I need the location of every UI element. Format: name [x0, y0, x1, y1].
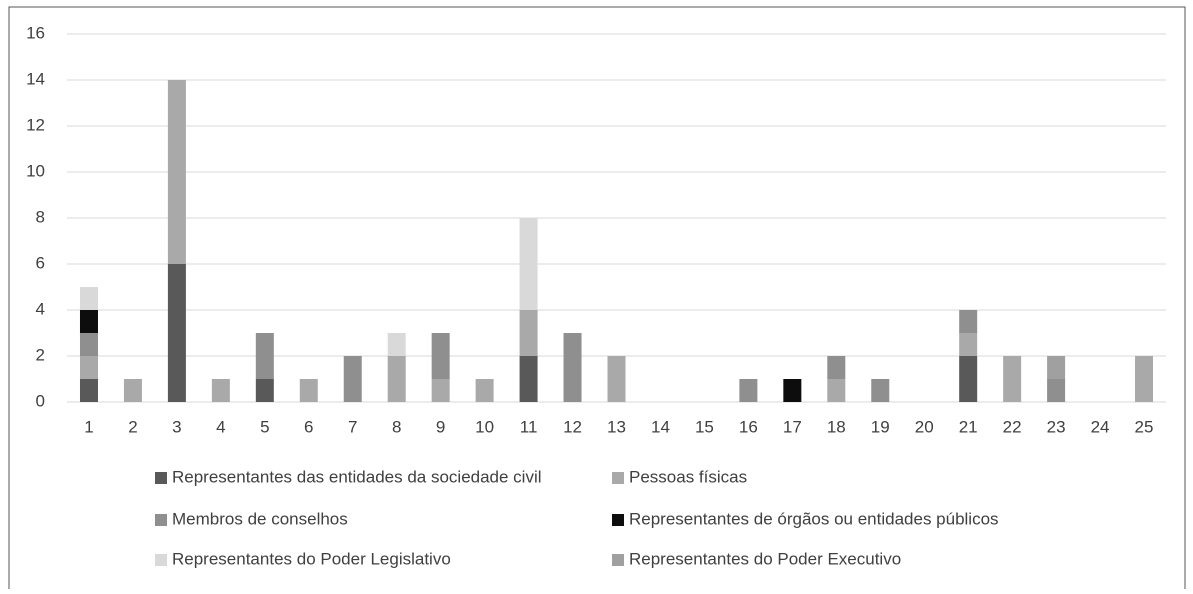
legend-label: Pessoas físicas [629, 467, 747, 486]
bar-segment [431, 379, 450, 402]
bar-segment [167, 80, 186, 264]
bar-segment [79, 356, 98, 379]
x-tick-label: 1 [84, 417, 93, 436]
x-tick-label: 11 [520, 417, 538, 436]
x-tick-label: 16 [739, 417, 758, 436]
bar-segment [431, 333, 450, 379]
y-tick-label: 14 [26, 69, 45, 88]
x-tick-label: 17 [783, 417, 802, 436]
x-tick-label: 20 [915, 417, 934, 436]
x-tick-label: 7 [348, 417, 357, 436]
bar-segment [519, 218, 538, 310]
y-tick-label: 2 [36, 345, 45, 364]
y-tick-label: 16 [26, 23, 45, 42]
bar-segment [871, 379, 890, 402]
y-tick-label: 10 [26, 161, 45, 180]
y-tick-label: 4 [36, 299, 45, 318]
x-tick-label: 4 [216, 417, 225, 436]
bar-segment [343, 356, 362, 402]
x-tick-label: 14 [651, 417, 670, 436]
x-tick-label: 9 [436, 417, 445, 436]
legend-swatch [612, 472, 624, 484]
legend-swatch [155, 554, 167, 566]
bar-segment [79, 379, 98, 402]
legend-swatch [612, 554, 624, 566]
bar-segment [827, 356, 846, 379]
y-tick-label: 0 [36, 391, 45, 410]
bar-segment [563, 333, 582, 402]
x-tick-label: 3 [172, 417, 181, 436]
bar-segment [1135, 356, 1154, 402]
legend-label: Representantes de órgãos ou entidades pú… [629, 509, 999, 528]
bar-segment [255, 379, 274, 402]
legend-label: Representantes do Poder Executivo [629, 549, 901, 568]
legend-swatch [612, 514, 624, 526]
bar-segment [827, 379, 846, 402]
bar-segment [167, 264, 186, 402]
bar-segment [79, 333, 98, 356]
bar-segment [739, 379, 758, 402]
y-tick-label: 6 [36, 253, 45, 272]
x-tick-label: 21 [959, 417, 978, 436]
x-tick-label: 23 [1047, 417, 1066, 436]
legend-label: Representantes do Poder Legislativo [172, 549, 451, 568]
chart-border [8, 6, 1186, 589]
bar-segment [387, 333, 406, 356]
bar-segment [519, 310, 538, 356]
x-tick-label: 12 [563, 417, 582, 436]
y-tick-label: 8 [36, 207, 45, 226]
bar-segment [255, 333, 274, 379]
bar-segment [959, 310, 978, 333]
bar-segment [783, 379, 802, 402]
bar-segment [79, 287, 98, 310]
bar-segment [475, 379, 494, 402]
x-tick-label: 15 [695, 417, 714, 436]
x-tick-label: 24 [1091, 417, 1110, 436]
x-tick-label: 10 [475, 417, 494, 436]
bar-segment [959, 356, 978, 402]
x-tick-label: 18 [827, 417, 846, 436]
legend-swatch [155, 514, 167, 526]
x-tick-label: 2 [128, 417, 137, 436]
bar-segment [959, 333, 978, 356]
bar-segment [299, 379, 318, 402]
x-tick-label: 6 [304, 417, 313, 436]
legend-label: Membros de conselhos [172, 509, 348, 528]
bar-segment [387, 356, 406, 402]
bar-segment [79, 310, 98, 333]
bar-segment [1003, 356, 1022, 402]
x-tick-label: 22 [1003, 417, 1022, 436]
bar-segment [607, 356, 626, 402]
bar-segment [211, 379, 230, 402]
x-tick-label: 25 [1135, 417, 1154, 436]
bar-segment [123, 379, 142, 402]
legend-label: Representantes das entidades da sociedad… [172, 467, 542, 486]
y-tick-label: 12 [26, 115, 45, 134]
x-tick-label: 8 [392, 417, 401, 436]
legend-swatch [155, 472, 167, 484]
x-tick-label: 13 [607, 417, 626, 436]
bar-segment [519, 356, 538, 402]
bar-segment [1047, 379, 1066, 402]
x-tick-label: 19 [871, 417, 890, 436]
x-tick-label: 5 [260, 417, 269, 436]
bar-segment [1047, 356, 1066, 379]
